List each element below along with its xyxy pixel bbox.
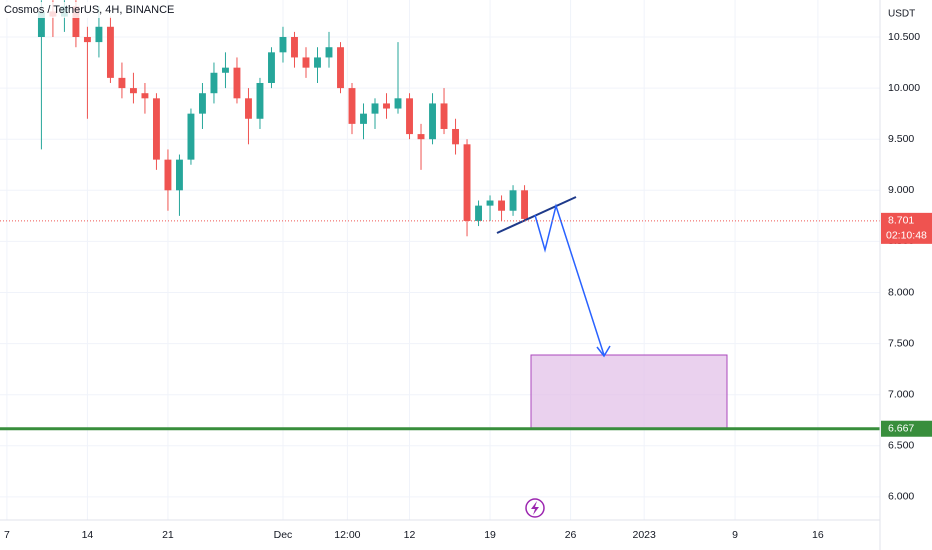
level-label-bg xyxy=(881,420,932,437)
candle-body xyxy=(360,113,367,124)
candle-body xyxy=(72,6,80,37)
candle-body xyxy=(83,36,91,43)
x-tick-label: 21 xyxy=(162,529,174,541)
candle-body xyxy=(417,134,425,140)
candle-body xyxy=(509,190,517,211)
candle-body xyxy=(245,98,252,119)
candle-body xyxy=(176,159,183,191)
candle-body xyxy=(383,103,390,109)
candle-body xyxy=(302,57,310,68)
y-tick-label: 9.000 xyxy=(888,184,914,196)
y-tick-label: 6.000 xyxy=(888,491,914,503)
candle-body xyxy=(337,47,344,89)
projection-path xyxy=(534,203,605,356)
y-tick-label: 9.500 xyxy=(888,133,914,145)
x-tick-label: 26 xyxy=(565,529,577,541)
candle-body xyxy=(348,88,356,124)
candle-body xyxy=(152,98,160,160)
x-tick-label: 7 xyxy=(4,529,10,541)
candle-body xyxy=(486,200,494,206)
candle-body xyxy=(463,144,471,221)
candle-body xyxy=(222,67,229,73)
event-bolt xyxy=(531,501,539,515)
candle-body xyxy=(314,57,321,68)
countdown-label: 02:10:48 xyxy=(886,230,927,242)
candle-body xyxy=(129,88,137,94)
y-tick-label: 10.000 xyxy=(888,82,920,94)
candle-body xyxy=(141,93,149,99)
price-axis-bg xyxy=(880,0,932,550)
last-price-bg xyxy=(881,212,932,244)
candle-body xyxy=(187,113,195,160)
candle-body xyxy=(521,190,528,219)
candle-body xyxy=(233,67,241,99)
candle-body xyxy=(498,200,505,211)
candle-body xyxy=(268,52,275,83)
grid xyxy=(0,0,880,520)
candle-body xyxy=(371,103,379,114)
candle-body xyxy=(440,103,448,129)
time-axis-bg xyxy=(0,520,932,550)
candle-body xyxy=(118,77,126,89)
candle-body xyxy=(37,11,45,37)
trend-line xyxy=(496,196,577,234)
y-tick-label: 10.500 xyxy=(888,31,920,43)
candle-body xyxy=(475,205,482,221)
last-price-label: 8.701 xyxy=(888,215,914,227)
candle-body xyxy=(291,36,298,58)
y-tick-label: 6.500 xyxy=(888,440,914,452)
candle-body xyxy=(452,128,459,145)
y-tick-label: 7.500 xyxy=(888,337,914,349)
x-tick-label: 12 xyxy=(404,529,416,541)
candle-body xyxy=(199,93,206,114)
overlay xyxy=(0,220,880,431)
candle-body xyxy=(325,47,333,58)
level-label: 6.667 xyxy=(888,423,914,435)
x-tick-label: 14 xyxy=(82,529,94,541)
currency-label: USDT xyxy=(888,9,915,20)
candle-body xyxy=(210,72,218,94)
x-tick-label: 9 xyxy=(732,529,738,541)
y-tick-label: 8.000 xyxy=(888,286,914,298)
x-tick-label: 16 xyxy=(812,529,824,541)
title-bg xyxy=(0,2,160,18)
x-tick-label: 12:00 xyxy=(334,529,360,541)
chart-title: Cosmos / TetherUS, 4H, BINANCE xyxy=(4,4,174,16)
candle-body xyxy=(406,98,413,135)
candle-body xyxy=(256,82,264,119)
candle-body xyxy=(164,159,172,191)
axes: 6.0006.5007.0007.5008.0008.5009.0009.500… xyxy=(4,31,932,541)
candle-body xyxy=(95,26,103,43)
y-tick-label: 7.000 xyxy=(888,388,914,400)
candle-body xyxy=(106,26,114,78)
x-tick-label: Dec xyxy=(274,529,293,541)
x-tick-label: 2023 xyxy=(633,529,657,541)
projection-arrow xyxy=(596,345,611,358)
candle-body xyxy=(394,98,402,109)
candles xyxy=(37,0,528,237)
target-zone xyxy=(530,354,728,430)
candle-body xyxy=(429,103,436,140)
candle-body xyxy=(279,36,287,53)
x-tick-label: 19 xyxy=(484,529,496,541)
